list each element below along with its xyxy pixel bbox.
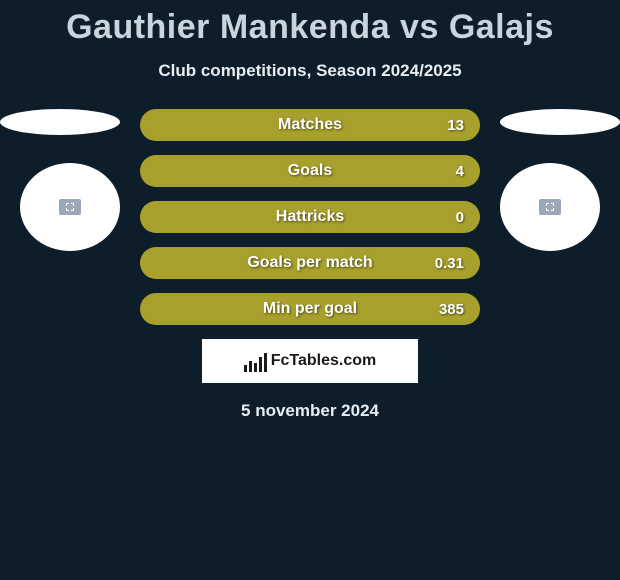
stat-value: 0.31	[435, 255, 464, 272]
stat-row: Hattricks 0	[140, 201, 480, 233]
stat-label: Goals per match	[247, 254, 372, 272]
stat-row: Goals 4	[140, 155, 480, 187]
player-left-placeholder-oval	[0, 109, 120, 135]
stat-rows: Matches 13 Goals 4 Hattricks 0 Goals per…	[140, 109, 480, 325]
page-subtitle: Club competitions, Season 2024/2025	[0, 61, 620, 81]
brand-badge: FcTables.com	[202, 339, 418, 383]
brand-chart-icon	[244, 350, 267, 372]
stat-label: Min per goal	[263, 300, 357, 318]
stats-panel: Matches 13 Goals 4 Hattricks 0 Goals per…	[0, 109, 620, 325]
page-title: Gauthier Mankenda vs Galajs	[0, 0, 620, 47]
stat-value: 0	[456, 209, 464, 226]
player-right-avatar	[500, 163, 600, 251]
stat-label: Goals	[288, 162, 332, 180]
stat-value: 13	[447, 117, 464, 134]
avatar-placeholder-icon	[59, 199, 81, 215]
stat-label: Hattricks	[276, 208, 344, 226]
stat-label: Matches	[278, 116, 342, 134]
player-left-avatar	[20, 163, 120, 251]
stat-row: Min per goal 385	[140, 293, 480, 325]
avatar-placeholder-icon	[539, 199, 561, 215]
stat-row: Matches 13	[140, 109, 480, 141]
stat-row: Goals per match 0.31	[140, 247, 480, 279]
footer-date: 5 november 2024	[0, 401, 620, 421]
player-right-placeholder-oval	[500, 109, 620, 135]
stat-value: 385	[439, 301, 464, 318]
brand-text: FcTables.com	[271, 352, 377, 370]
stat-value: 4	[456, 163, 464, 180]
